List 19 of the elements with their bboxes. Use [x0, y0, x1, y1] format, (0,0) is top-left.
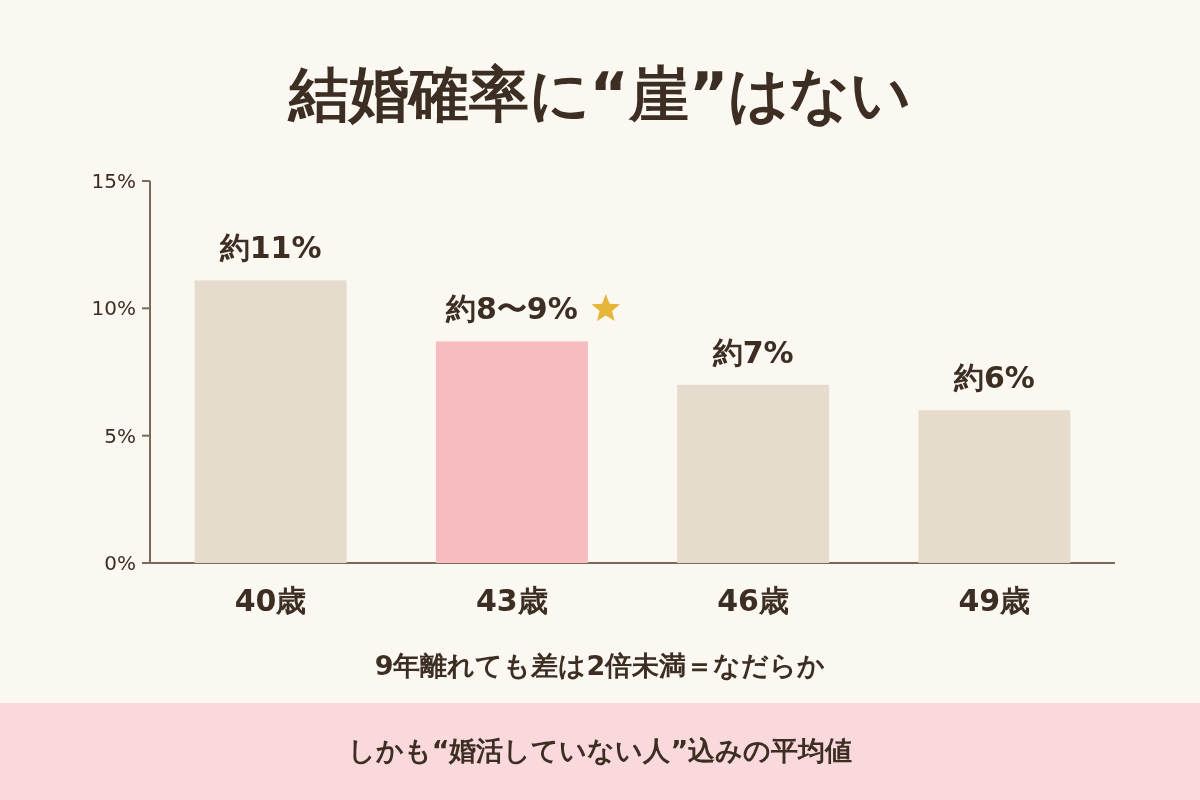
data-label: 約6%: [952, 360, 1035, 396]
x-tick-label: 49歳: [958, 583, 1031, 618]
x-tick-label: 43歳: [476, 583, 548, 618]
text: 9年離れても差は2倍未満＝なだらか: [374, 650, 826, 681]
y-tick-label: 10%: [91, 296, 136, 321]
bar: [918, 410, 1071, 563]
bar: [194, 280, 347, 563]
y-tick-label: 15%: [91, 169, 136, 193]
data-label: 約8〜9%: [444, 291, 578, 327]
y-tick-label: 0%: [104, 551, 136, 575]
y-tick-label: 5%: [104, 423, 136, 448]
x-tick-label: 46歳: [717, 583, 789, 618]
bar: [435, 341, 588, 563]
data-label: 約11%: [218, 230, 322, 266]
bar: [677, 384, 830, 563]
text: しかも“婚活していない人”込みの平均値: [347, 735, 853, 766]
data-label: 約7%: [711, 334, 794, 370]
chart-title: 結婚確率に“崖”はない: [286, 59, 912, 129]
x-tick-label: 40歳: [234, 583, 307, 618]
